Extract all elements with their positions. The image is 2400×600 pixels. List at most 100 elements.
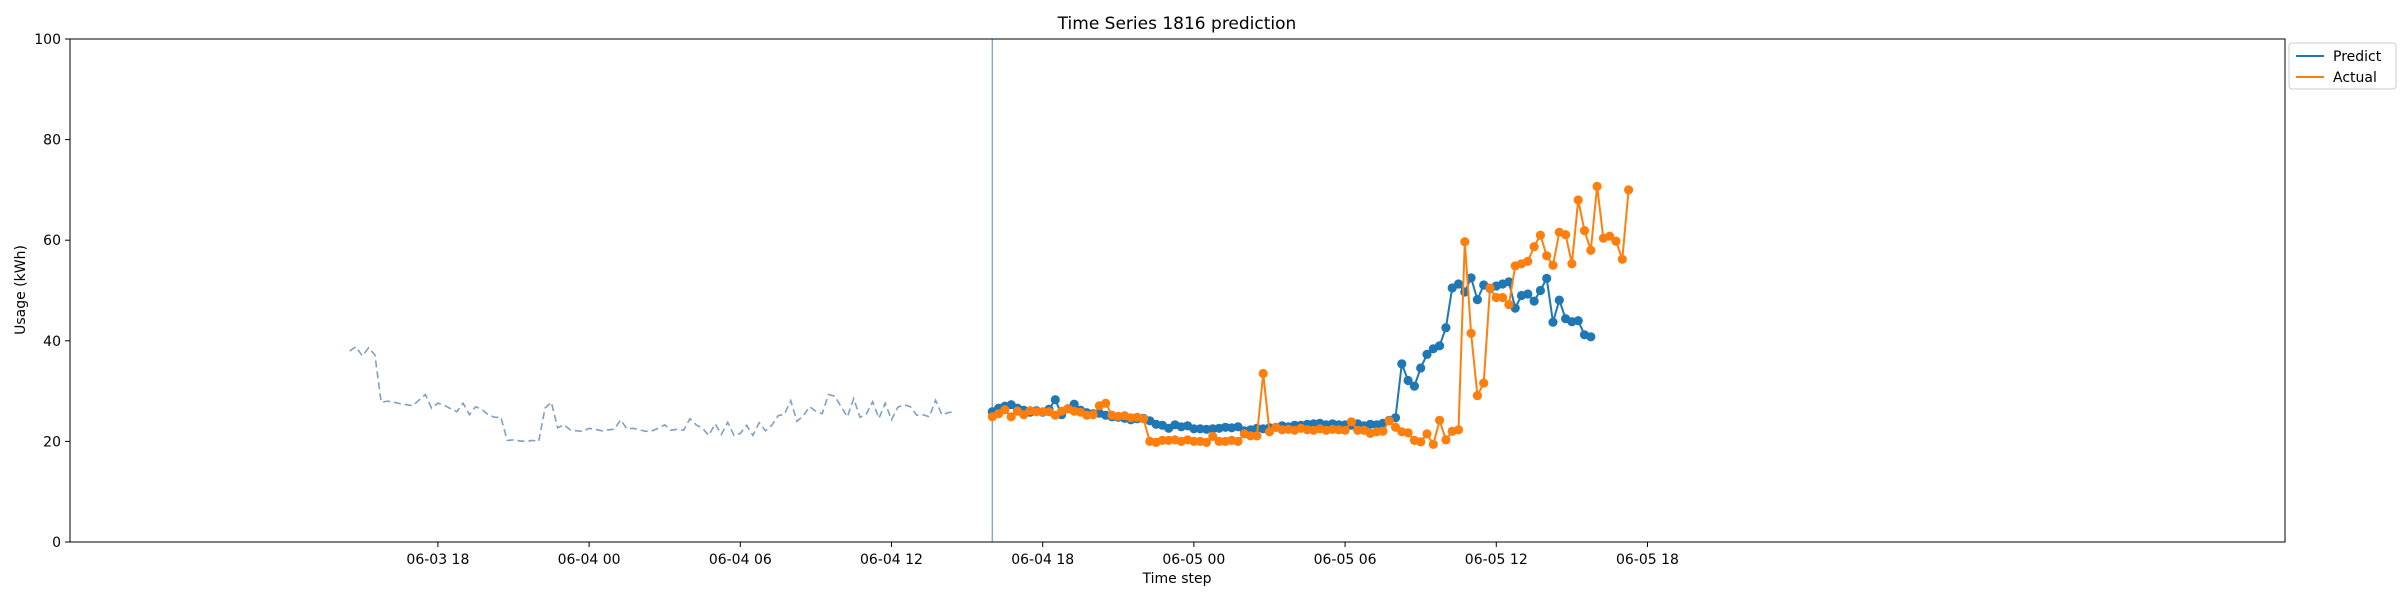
plot-frame	[69, 38, 2286, 543]
y-axis: 0 20 40 60 80 100	[34, 32, 70, 551]
y-tick-label: 80	[43, 133, 61, 149]
x-tick-label: 06-05 18	[1616, 552, 1679, 568]
x-tick-label: 06-05 12	[1465, 552, 1528, 568]
data-point-actual	[1340, 425, 1350, 435]
y-tick-label: 60	[43, 233, 61, 249]
data-point-actual	[1579, 226, 1590, 236]
data-point-actual	[1000, 405, 1010, 415]
data-point-predict	[1409, 381, 1419, 391]
data-point-actual	[1453, 425, 1464, 435]
data-point-predict	[1554, 295, 1564, 305]
data-point-actual	[1088, 410, 1098, 420]
data-point-actual	[1573, 195, 1583, 205]
data-point-predict	[1441, 323, 1451, 333]
data-point-predict	[1416, 363, 1426, 373]
data-point-actual	[1138, 414, 1149, 424]
y-tick-label: 100	[34, 32, 61, 48]
chart-title: Time Series 1816 prediction	[1057, 14, 1297, 34]
data-point-actual	[1498, 292, 1508, 303]
data-point-actual	[1586, 245, 1596, 255]
data-point-actual	[1624, 185, 1634, 195]
series-line-actual	[991, 186, 1630, 447]
x-axis-label: Time step	[1142, 571, 1212, 587]
data-point-actual	[1466, 328, 1476, 338]
data-point-actual	[1491, 292, 1501, 303]
data-point-actual	[1189, 436, 1199, 446]
x-tick-label: 06-04 00	[558, 552, 621, 568]
legend: Predict Actual	[2288, 42, 2397, 90]
data-point-actual	[1031, 407, 1041, 417]
data-point-actual	[1353, 425, 1363, 435]
y-tick-label: 0	[52, 535, 61, 551]
data-point-actual	[1529, 242, 1539, 252]
data-point-actual	[1416, 437, 1426, 447]
y-axis-label: Usage (kWh)	[13, 245, 29, 335]
data-point-actual	[1472, 391, 1482, 401]
data-point-actual	[1403, 428, 1413, 438]
data-point-actual	[1542, 251, 1552, 261]
plot-area	[349, 39, 1634, 542]
data-point-actual	[1617, 254, 1627, 264]
x-tick-label: 06-05 00	[1162, 552, 1225, 568]
x-tick-label: 06-05 06	[1314, 552, 1377, 568]
data-point-predict	[1403, 375, 1413, 386]
data-point-actual	[1504, 300, 1514, 310]
data-point-actual	[1201, 437, 1212, 447]
data-point-actual	[1535, 230, 1545, 240]
data-point-predict	[1523, 289, 1533, 299]
data-point-predict	[1466, 273, 1476, 283]
data-point-predict	[1586, 332, 1596, 342]
data-point-actual	[1208, 431, 1218, 441]
data-point-predict	[1573, 316, 1583, 326]
data-point-predict	[1535, 285, 1545, 296]
data-point-actual	[1346, 417, 1356, 427]
data-point-predict	[1504, 277, 1514, 287]
data-point-actual	[1428, 439, 1438, 449]
y-tick-label: 20	[43, 434, 61, 450]
data-point-actual	[1523, 256, 1533, 266]
history-line	[349, 345, 955, 443]
data-point-actual	[1214, 436, 1224, 446]
data-point-actual	[1233, 436, 1243, 446]
data-point-actual	[1548, 260, 1558, 270]
data-point-predict	[1542, 273, 1552, 283]
data-point-actual	[1567, 259, 1577, 269]
y-tick-label: 40	[43, 334, 61, 350]
data-point-actual	[1038, 407, 1048, 417]
data-point-actual	[1611, 236, 1621, 246]
x-axis: 06-03 18 06-04 00 06-04 06 06-04 12 06-04 18…	[406, 542, 1679, 568]
data-point-actual	[1422, 429, 1432, 439]
data-point-actual	[1101, 398, 1111, 408]
data-point-predict	[1435, 341, 1445, 351]
data-point-predict	[1189, 424, 1199, 434]
data-point-actual	[1252, 431, 1262, 441]
data-point-actual	[1006, 412, 1016, 422]
data-point-actual	[1485, 283, 1495, 293]
data-point-actual	[1460, 237, 1470, 247]
series-points-actual	[987, 181, 1634, 449]
data-point-actual	[1441, 435, 1451, 445]
x-tick-label: 06-04 12	[860, 552, 923, 568]
data-point-actual	[1246, 431, 1256, 441]
data-point-actual	[1435, 415, 1445, 425]
data-point-actual	[1258, 368, 1268, 379]
data-point-predict	[1397, 359, 1407, 369]
data-point-predict	[1422, 349, 1432, 359]
data-point-predict	[1453, 279, 1464, 289]
data-point-actual	[1384, 416, 1394, 426]
legend-label-predict: Predict	[2333, 49, 2382, 65]
data-point-predict	[1529, 296, 1539, 306]
data-point-predict	[1472, 295, 1482, 305]
x-tick-label: 06-03 18	[406, 552, 469, 568]
legend-label-actual: Actual	[2333, 70, 2377, 86]
data-point-actual	[1605, 231, 1615, 241]
x-tick-label: 06-04 06	[709, 552, 772, 568]
data-point-actual	[1592, 181, 1602, 191]
data-point-actual	[1479, 378, 1489, 388]
data-point-predict	[1548, 317, 1558, 327]
data-point-actual	[1157, 435, 1167, 445]
data-point-actual	[1378, 426, 1388, 436]
data-point-predict	[1050, 395, 1060, 405]
x-tick-label: 06-04 18	[1011, 552, 1074, 568]
